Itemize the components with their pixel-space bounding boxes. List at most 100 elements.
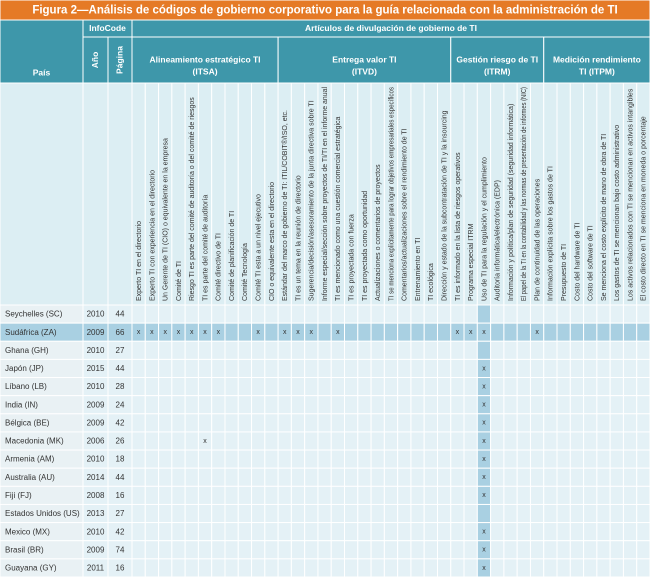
data-cell (543, 485, 558, 505)
data-cell (569, 467, 585, 487)
check-mark: x (203, 438, 207, 445)
data-cell (410, 377, 425, 397)
data-cell (237, 540, 253, 560)
data-cell (583, 540, 598, 560)
data-cell (529, 540, 545, 560)
data-cell (583, 485, 598, 505)
data-cell (529, 467, 545, 487)
column-label: TI es mencionado como una cuestión comer… (335, 116, 342, 301)
data-cell (490, 449, 505, 469)
data-cell (383, 467, 399, 487)
data-cell (410, 431, 425, 451)
check-mark: x (336, 329, 340, 336)
data-cell (290, 395, 306, 415)
check-mark: x (482, 402, 486, 409)
data-cell (529, 485, 545, 505)
data-cell (436, 377, 452, 397)
data-cell (144, 558, 160, 577)
data-cell (383, 340, 399, 360)
data-cell (264, 413, 279, 433)
data-cell (304, 522, 319, 542)
data-cell (344, 304, 359, 324)
data-cell (410, 449, 425, 469)
column-label: Plan de continuidad de las operaciones (534, 178, 541, 301)
data-cell (543, 413, 558, 433)
column-label: Sugerencia/decisión/asesoramiento de la … (309, 100, 316, 301)
data-cell (277, 395, 292, 415)
data-cell (463, 558, 478, 577)
data-cell (529, 377, 545, 397)
column-label: TI es parte del comité de auditoría (202, 195, 209, 301)
data-cell (277, 413, 292, 433)
data-cell (211, 558, 226, 577)
check-mark: x (283, 329, 287, 336)
group-code: (ITSA) (193, 66, 218, 76)
data-cell (556, 467, 571, 487)
data-cell (277, 358, 292, 379)
data-cell (131, 431, 146, 451)
data-cell (556, 413, 571, 433)
data-cell (144, 485, 160, 505)
data-cell (370, 395, 385, 415)
data-cell (543, 540, 558, 560)
data-cell (251, 558, 266, 577)
data-cell (251, 467, 266, 487)
data-cell (171, 304, 186, 324)
data-cell (583, 449, 598, 469)
data-cell (423, 431, 438, 451)
header-cell (82, 82, 109, 306)
column-label: Información explícita sobre los gastos d… (548, 166, 555, 301)
data-cell (383, 431, 399, 451)
data-cell (583, 413, 598, 433)
year: 2009 (87, 400, 105, 409)
group-code: TI (ITPM) (579, 66, 615, 76)
check-mark: x (203, 329, 207, 336)
data-cell (264, 304, 279, 324)
data-cell (436, 431, 452, 451)
data-cell (516, 377, 531, 397)
data-cell (224, 395, 239, 415)
data-cell (290, 503, 306, 524)
data-cell (357, 503, 372, 524)
data-cell (436, 449, 452, 469)
data-cell (596, 413, 611, 433)
data-cell (556, 304, 571, 324)
data-cell (622, 304, 638, 324)
data-cell (224, 449, 239, 469)
data-cell (211, 449, 226, 469)
column-label: Comité Tecnología (242, 243, 249, 301)
data-cell (131, 304, 146, 324)
data-cell (184, 413, 199, 433)
data-cell (463, 395, 478, 415)
header-country: País (33, 67, 51, 77)
page-number: 44 (116, 310, 125, 319)
data-cell (237, 377, 253, 397)
data-cell (370, 431, 385, 451)
data-cell (131, 358, 146, 379)
year: 2010 (87, 455, 105, 464)
data-cell (131, 503, 146, 524)
column-label: Los activos relacionados con TI se menci… (627, 88, 634, 301)
data-cell (516, 503, 531, 524)
data-cell (251, 503, 266, 524)
data-cell (211, 340, 226, 360)
group-name: Gestión riesgo de TI (456, 54, 538, 64)
data-cell (490, 377, 505, 397)
data-cell (636, 467, 650, 487)
data-cell (370, 322, 385, 342)
data-cell (383, 304, 399, 324)
data-cell (237, 322, 253, 342)
data-cell (131, 522, 146, 542)
data-cell (184, 540, 199, 560)
data-cell (583, 395, 598, 415)
data-cell (450, 431, 465, 451)
data-cell (490, 467, 505, 487)
data-cell (171, 413, 186, 433)
data-cell (277, 377, 292, 397)
column-label: Uso de TI para la regulación y el cumpli… (481, 157, 488, 301)
data-cell (423, 522, 438, 542)
data-cell (144, 413, 160, 433)
data-cell (251, 304, 266, 324)
data-cell (490, 413, 505, 433)
data-cell (290, 340, 306, 360)
